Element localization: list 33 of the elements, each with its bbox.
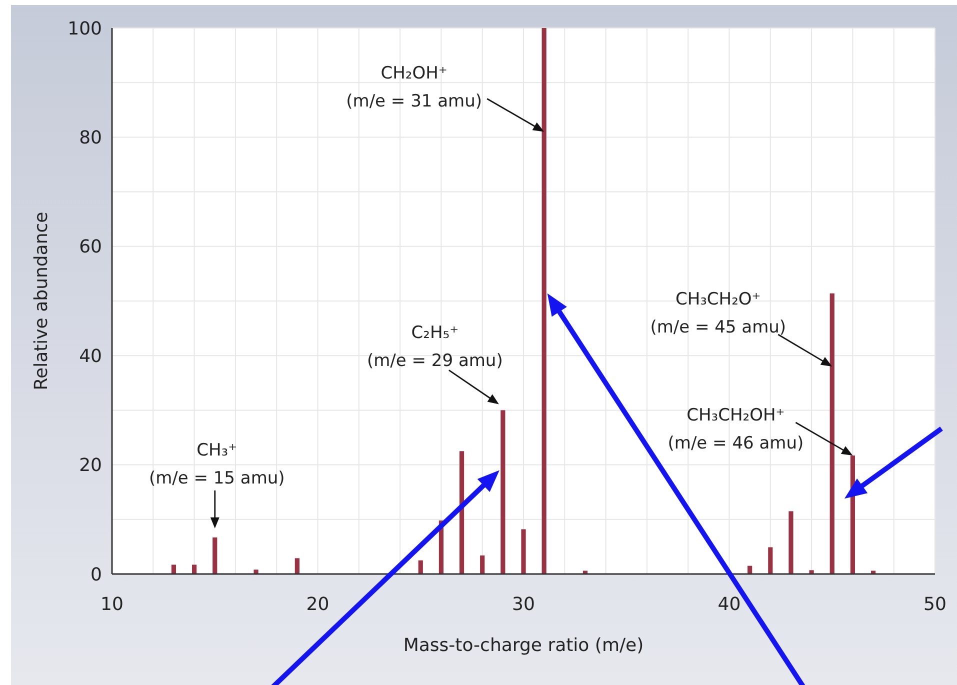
x-tick-label: 50	[924, 594, 946, 615]
bar	[582, 570, 588, 574]
bar	[212, 537, 218, 574]
bar	[459, 451, 464, 574]
x-tick-label: 10	[100, 594, 124, 615]
bar	[480, 555, 485, 574]
bar	[171, 564, 176, 574]
x-axis-title: Mass-to-charge ratio (m/e)	[403, 635, 644, 656]
y-tick-label: 40	[79, 346, 102, 367]
x-tick-label: 20	[306, 594, 330, 615]
bar	[521, 529, 526, 574]
x-tick-label: 30	[512, 594, 535, 615]
bar	[788, 511, 794, 574]
bar	[294, 558, 300, 574]
bar	[870, 570, 876, 574]
annotation: CH₃CH₂OH⁺ (m/e = 46 amu)	[668, 406, 804, 454]
bar	[254, 570, 258, 574]
annotation: CH₂OH⁺ (m/e = 31 amu)	[346, 64, 482, 112]
y-axis-title: Relative abundance	[31, 212, 52, 390]
y-tick-label: 20	[79, 455, 102, 476]
y-tick-label: 80	[79, 128, 102, 148]
y-tick-label: 60	[79, 236, 102, 258]
bar	[192, 564, 197, 574]
annotation: CH₃⁺ (m/e = 15 amu)	[148, 440, 285, 488]
bar	[809, 570, 814, 574]
bar	[768, 547, 773, 574]
bar	[418, 560, 423, 574]
y-tick-label: 0	[90, 564, 102, 586]
x-tick-label: 40	[718, 594, 741, 615]
annotation: CH₃CH₂O⁺ (m/e = 45 amu)	[650, 290, 786, 338]
y-tick-label: 100	[68, 18, 102, 40]
bar	[500, 410, 506, 574]
annotation: C₂H₅⁺ (m/e = 29 amu)	[366, 323, 503, 372]
